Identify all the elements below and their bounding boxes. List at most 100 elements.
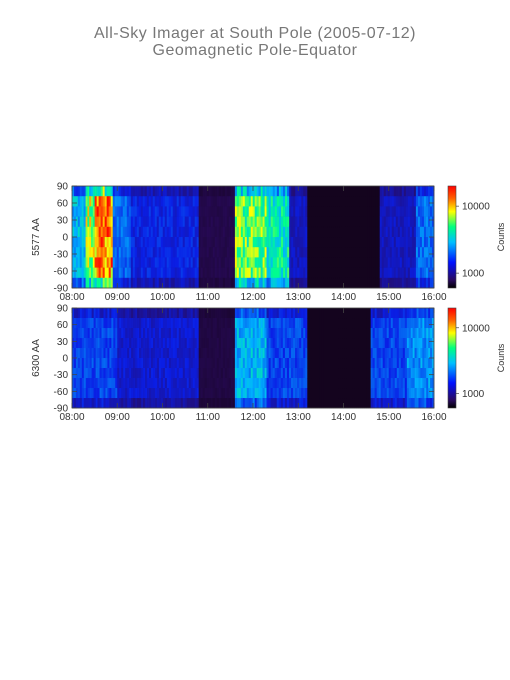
heatmap-cell bbox=[109, 388, 112, 399]
heatmap-cell bbox=[112, 257, 116, 268]
heatmap-cell bbox=[348, 308, 352, 319]
heatmap-cell bbox=[417, 186, 421, 197]
heatmap-cell bbox=[418, 328, 421, 339]
heatmap-cell bbox=[174, 398, 178, 409]
heatmap-cell bbox=[208, 237, 212, 248]
heatmap-cell bbox=[79, 267, 82, 279]
heatmap-cell bbox=[92, 206, 95, 217]
heatmap-cell bbox=[222, 277, 226, 289]
heatmap-cell bbox=[108, 277, 112, 289]
heatmap-cell bbox=[343, 277, 346, 289]
heatmap-cell bbox=[232, 257, 236, 268]
heatmap-cell bbox=[272, 206, 276, 217]
heatmap-cell bbox=[97, 338, 100, 349]
heatmap-cell bbox=[331, 338, 334, 349]
heatmap-cell bbox=[92, 267, 95, 279]
heatmap-cell bbox=[242, 277, 246, 289]
heatmap-cell bbox=[162, 196, 166, 207]
heatmap-cell bbox=[325, 216, 328, 228]
heatmap-cell bbox=[399, 267, 403, 279]
heatmap-cell bbox=[329, 206, 332, 217]
heatmap-cell bbox=[77, 308, 81, 319]
heatmap-cell bbox=[378, 318, 381, 329]
heatmap-cell bbox=[79, 277, 82, 289]
x-tick-label: 14:00 bbox=[331, 292, 356, 303]
heatmap-cell bbox=[366, 328, 369, 339]
heatmap-cell bbox=[397, 267, 401, 279]
heatmap-cell bbox=[220, 247, 224, 258]
heatmap-cell bbox=[412, 398, 415, 409]
heatmap-cell bbox=[352, 318, 356, 329]
heatmap-cell bbox=[387, 206, 391, 217]
heatmap-cell bbox=[305, 328, 308, 339]
heatmap-cell bbox=[260, 237, 263, 248]
heatmap-cell bbox=[138, 237, 142, 248]
heatmap-cell bbox=[87, 267, 90, 279]
heatmap-cell bbox=[389, 257, 393, 268]
heatmap-cell bbox=[360, 318, 364, 329]
heatmap-cell bbox=[338, 398, 342, 409]
heatmap-cell bbox=[368, 328, 371, 339]
heatmap-cell bbox=[307, 237, 310, 248]
heatmap-cell bbox=[429, 237, 433, 248]
heatmap-cell bbox=[240, 267, 244, 279]
heatmap-cell bbox=[244, 247, 248, 258]
heatmap-cell bbox=[89, 308, 92, 319]
heatmap-cell bbox=[232, 226, 236, 238]
heatmap-cell bbox=[368, 358, 371, 369]
heatmap-cell bbox=[341, 257, 344, 268]
heatmap-cell bbox=[91, 226, 94, 238]
heatmap-cell bbox=[331, 267, 334, 279]
heatmap-cell bbox=[385, 257, 389, 268]
heatmap-cell bbox=[412, 378, 415, 389]
heatmap-cell bbox=[220, 226, 224, 238]
heatmap-cell bbox=[343, 257, 346, 268]
heatmap-cell bbox=[425, 216, 429, 228]
heatmap-cell bbox=[366, 358, 369, 369]
heatmap-cell bbox=[415, 186, 419, 197]
heatmap-cell bbox=[344, 388, 348, 399]
heatmap-cell bbox=[370, 358, 373, 369]
heatmap-cell bbox=[117, 348, 120, 359]
heatmap-cell bbox=[98, 216, 101, 228]
heatmap-cell bbox=[146, 186, 150, 197]
heatmap-cell bbox=[286, 348, 290, 359]
heatmap-cell bbox=[416, 388, 419, 399]
heatmap-cell bbox=[194, 328, 198, 339]
heatmap-cell bbox=[379, 186, 383, 197]
heatmap-cell bbox=[272, 267, 276, 279]
heatmap-cell bbox=[240, 368, 244, 379]
heatmap-cell bbox=[396, 388, 400, 399]
heatmap-cell bbox=[421, 186, 425, 197]
heatmap-cell bbox=[349, 216, 352, 228]
heatmap-cell bbox=[398, 378, 402, 389]
heatmap-cell bbox=[236, 247, 240, 258]
heatmap-cell bbox=[307, 378, 310, 389]
heatmap-cell bbox=[226, 338, 230, 349]
heatmap-cell bbox=[274, 186, 278, 197]
heatmap-cell bbox=[150, 216, 154, 228]
heatmap-cell bbox=[111, 338, 114, 349]
heatmap-cell bbox=[145, 338, 148, 349]
heatmap-cell bbox=[264, 338, 267, 349]
heatmap-cell bbox=[124, 196, 128, 207]
heatmap-cell bbox=[133, 368, 136, 379]
heatmap-cell bbox=[333, 216, 336, 228]
heatmap-cell bbox=[127, 328, 130, 339]
heatmap-cell bbox=[83, 216, 86, 228]
heatmap-cell bbox=[188, 237, 192, 248]
heatmap-cell bbox=[102, 226, 105, 238]
heatmap-cell bbox=[129, 318, 132, 329]
heatmap-cell bbox=[327, 216, 330, 228]
heatmap-cell bbox=[386, 348, 390, 359]
heatmap-cell bbox=[232, 328, 236, 339]
heatmap-cell bbox=[244, 308, 248, 319]
heatmap-cell bbox=[250, 368, 254, 379]
heatmap-cell bbox=[377, 247, 380, 258]
heatmap-cell bbox=[411, 216, 415, 228]
heatmap-cell bbox=[196, 338, 199, 349]
heatmap-cell bbox=[368, 308, 371, 319]
heatmap-cell bbox=[83, 196, 86, 207]
heatmap-cell bbox=[280, 328, 284, 339]
heatmap-cell bbox=[309, 277, 312, 289]
